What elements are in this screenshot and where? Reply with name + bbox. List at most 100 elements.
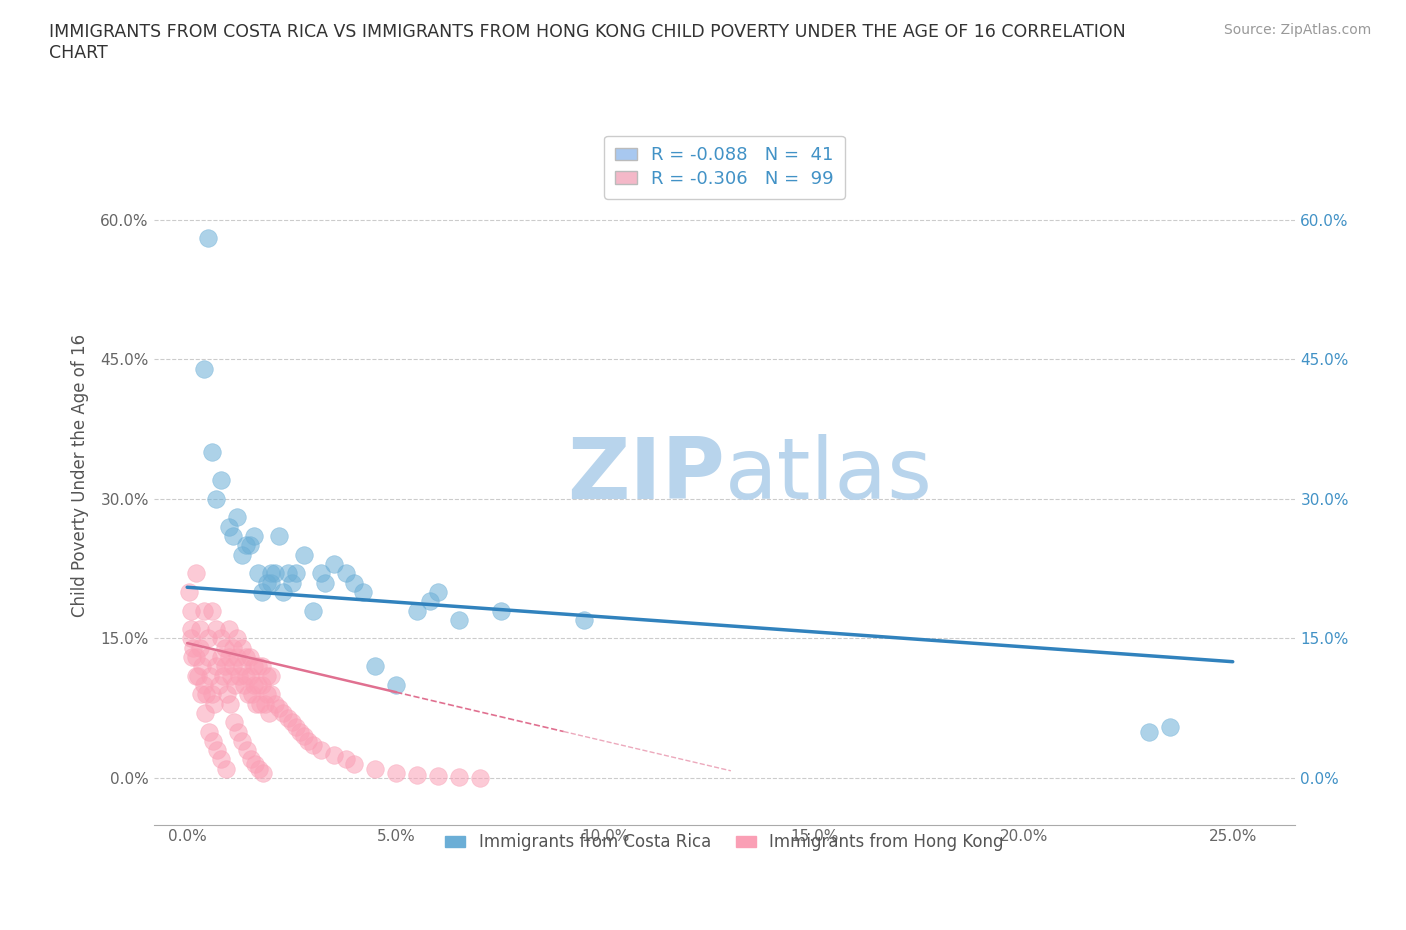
- Point: [211, 669, 233, 684]
- Point: [218, 697, 240, 711]
- Point: [247, 678, 270, 693]
- Point: [447, 770, 470, 785]
- Point: [284, 565, 307, 580]
- Point: [301, 603, 323, 618]
- Point: [277, 565, 299, 580]
- Point: [209, 650, 232, 665]
- Point: [256, 669, 278, 684]
- Point: [364, 659, 387, 674]
- Point: [335, 565, 357, 580]
- Point: [243, 757, 266, 772]
- Point: [195, 687, 218, 702]
- Point: [309, 565, 332, 580]
- Point: [222, 659, 245, 674]
- Point: [214, 641, 236, 656]
- Point: [198, 669, 221, 684]
- Point: [252, 678, 274, 693]
- Y-axis label: Child Poverty Under the Age of 16: Child Poverty Under the Age of 16: [72, 334, 89, 618]
- Point: [343, 757, 366, 772]
- Point: [239, 538, 262, 552]
- Point: [314, 575, 336, 590]
- Point: [260, 565, 283, 580]
- Point: [352, 584, 374, 599]
- Point: [574, 612, 596, 627]
- Point: [202, 734, 225, 749]
- Point: [252, 659, 274, 674]
- Point: [385, 766, 408, 781]
- Point: [191, 659, 214, 674]
- Point: [226, 510, 249, 525]
- Point: [343, 575, 366, 590]
- Point: [179, 584, 201, 599]
- Point: [280, 715, 302, 730]
- Point: [427, 584, 450, 599]
- Point: [231, 547, 253, 562]
- Point: [247, 565, 270, 580]
- Point: [406, 768, 429, 783]
- Point: [198, 724, 221, 739]
- Point: [235, 538, 257, 552]
- Point: [207, 678, 229, 693]
- Point: [264, 697, 287, 711]
- Point: [335, 752, 357, 767]
- Point: [187, 669, 209, 684]
- Point: [197, 631, 219, 645]
- Point: [406, 603, 429, 618]
- Point: [284, 720, 307, 735]
- Point: [273, 584, 295, 599]
- Point: [240, 687, 263, 702]
- Point: [243, 659, 266, 674]
- Point: [218, 519, 240, 534]
- Point: [247, 762, 270, 777]
- Point: [239, 669, 262, 684]
- Point: [247, 659, 270, 674]
- Point: [190, 687, 212, 702]
- Point: [197, 231, 219, 246]
- Point: [201, 445, 224, 459]
- Point: [184, 650, 207, 665]
- Point: [269, 528, 291, 543]
- Point: [239, 650, 262, 665]
- Point: [209, 472, 232, 487]
- Point: [188, 641, 211, 656]
- Point: [228, 669, 250, 684]
- Point: [232, 678, 254, 693]
- Point: [256, 575, 278, 590]
- Point: [243, 678, 266, 693]
- Point: [364, 762, 387, 777]
- Point: [186, 669, 208, 684]
- Point: [260, 575, 283, 590]
- Point: [309, 743, 332, 758]
- Point: [202, 697, 225, 711]
- Text: ZIP: ZIP: [567, 434, 724, 517]
- Point: [231, 641, 253, 656]
- Point: [269, 701, 291, 716]
- Point: [226, 650, 249, 665]
- Point: [193, 361, 215, 376]
- Point: [297, 734, 319, 749]
- Point: [215, 687, 238, 702]
- Legend: Immigrants from Costa Rica, Immigrants from Hong Kong: Immigrants from Costa Rica, Immigrants f…: [439, 827, 1011, 858]
- Point: [235, 743, 257, 758]
- Point: [214, 659, 236, 674]
- Point: [257, 706, 280, 721]
- Point: [249, 697, 271, 711]
- Point: [260, 687, 283, 702]
- Point: [235, 669, 257, 684]
- Point: [207, 743, 229, 758]
- Point: [188, 621, 211, 636]
- Point: [280, 575, 302, 590]
- Point: [427, 769, 450, 784]
- Point: [231, 734, 253, 749]
- Point: [226, 631, 249, 645]
- Point: [256, 687, 278, 702]
- Point: [236, 687, 259, 702]
- Point: [273, 706, 295, 721]
- Point: [214, 762, 236, 777]
- Point: [322, 748, 344, 763]
- Text: Source: ZipAtlas.com: Source: ZipAtlas.com: [1223, 23, 1371, 37]
- Text: IMMIGRANTS FROM COSTA RICA VS IMMIGRANTS FROM HONG KONG CHILD POVERTY UNDER THE : IMMIGRANTS FROM COSTA RICA VS IMMIGRANTS…: [49, 23, 1126, 62]
- Point: [180, 631, 202, 645]
- Point: [243, 528, 266, 543]
- Point: [301, 738, 323, 753]
